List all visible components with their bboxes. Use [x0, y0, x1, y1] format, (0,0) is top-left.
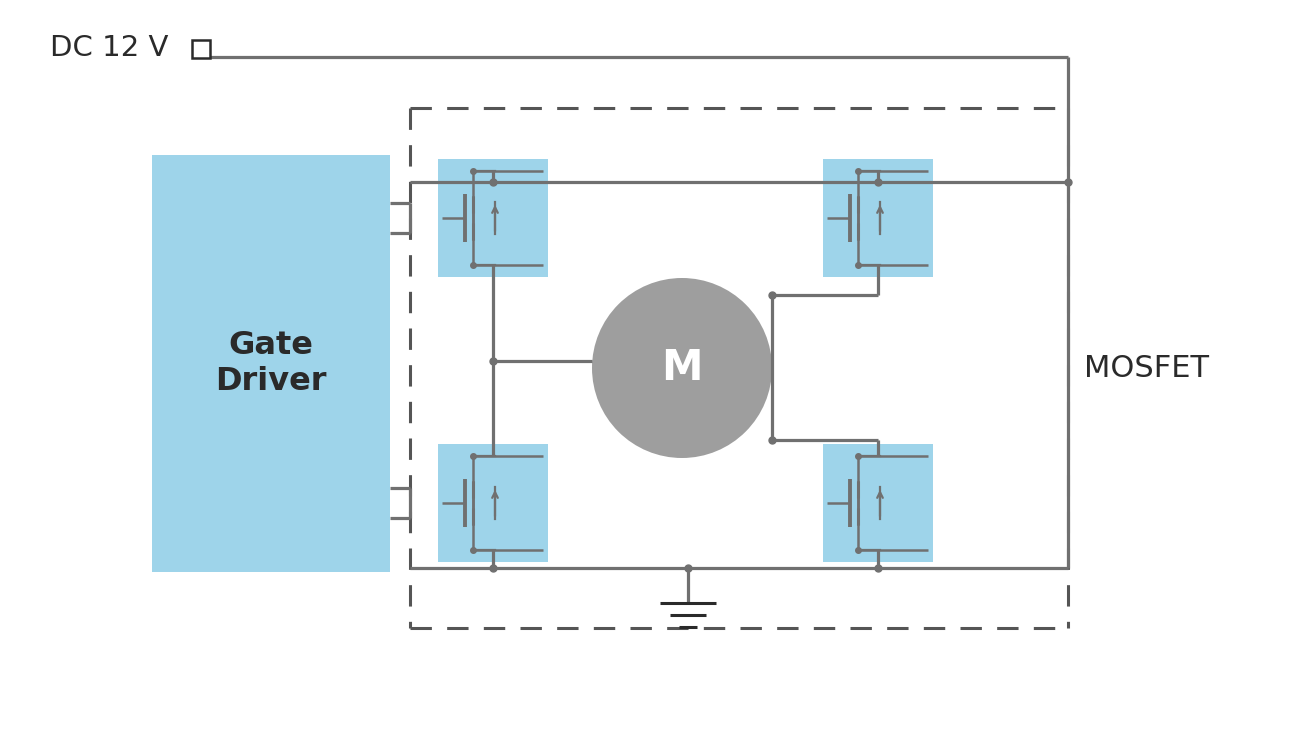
Text: Gate: Gate — [228, 330, 313, 361]
Text: MOSFET: MOSFET — [1084, 354, 1209, 382]
Bar — [152, 155, 389, 572]
Text: DC 12 V: DC 12 V — [50, 34, 168, 62]
Bar — [438, 159, 548, 277]
Bar — [823, 159, 933, 277]
Circle shape — [593, 278, 772, 458]
Text: Driver: Driver — [215, 366, 326, 397]
Text: M: M — [661, 347, 703, 389]
Bar — [191, 40, 210, 58]
Bar — [823, 444, 933, 562]
Bar — [438, 444, 548, 562]
